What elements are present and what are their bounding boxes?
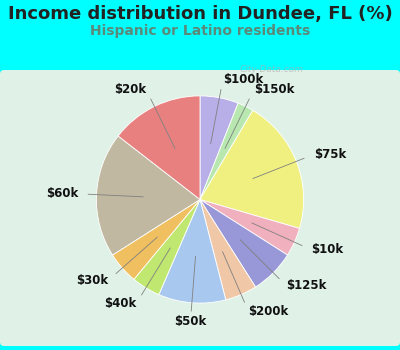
Text: $125k: $125k xyxy=(286,279,327,293)
Text: $10k: $10k xyxy=(312,243,344,256)
Text: $50k: $50k xyxy=(174,315,206,328)
Wedge shape xyxy=(200,96,238,200)
Text: Income distribution in Dundee, FL (%): Income distribution in Dundee, FL (%) xyxy=(8,5,392,23)
Text: $30k: $30k xyxy=(76,274,108,287)
Wedge shape xyxy=(200,110,304,229)
Wedge shape xyxy=(96,136,200,255)
Wedge shape xyxy=(134,199,200,295)
Text: Hispanic or Latino residents: Hispanic or Latino residents xyxy=(90,24,310,38)
Text: $60k: $60k xyxy=(46,187,78,200)
Wedge shape xyxy=(159,199,226,303)
Text: $75k: $75k xyxy=(314,148,346,161)
Text: $100k: $100k xyxy=(223,73,263,86)
Wedge shape xyxy=(118,96,200,200)
Wedge shape xyxy=(200,199,300,255)
Text: $200k: $200k xyxy=(248,305,289,318)
Wedge shape xyxy=(112,199,200,279)
Wedge shape xyxy=(200,199,256,300)
Text: $20k: $20k xyxy=(114,83,146,96)
Text: City-Data.com: City-Data.com xyxy=(240,65,304,74)
Wedge shape xyxy=(200,199,288,287)
Wedge shape xyxy=(200,103,253,200)
FancyBboxPatch shape xyxy=(0,70,400,346)
Text: $40k: $40k xyxy=(104,297,136,310)
Text: $150k: $150k xyxy=(254,83,294,96)
